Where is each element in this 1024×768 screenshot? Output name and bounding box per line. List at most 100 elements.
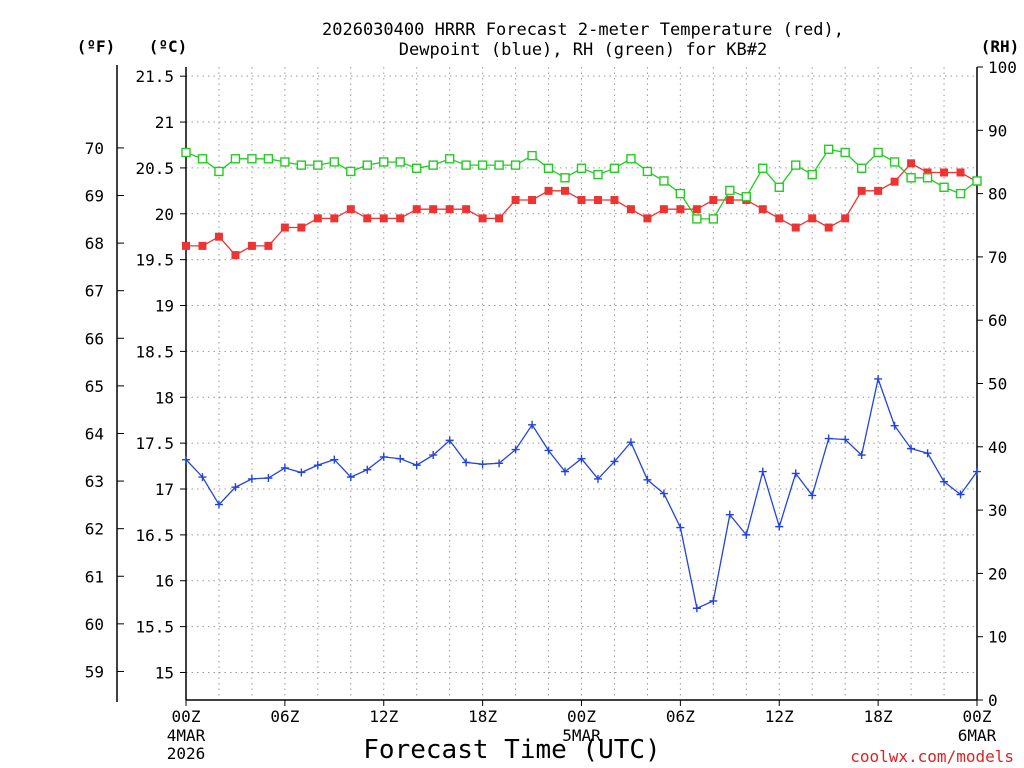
dewpoint-point: [676, 523, 685, 532]
rh-point: [412, 163, 422, 173]
temperature-point: [808, 214, 817, 223]
temperature-point: [577, 196, 586, 205]
temperature-point: [445, 205, 454, 214]
dewpoint-point: [495, 459, 504, 468]
temperature-point: [528, 196, 537, 205]
dewpoint-point: [280, 463, 289, 472]
y-tick-labels: 59 60 61 62 63 64 65 66 67 68 69 70 15 15.5 16 16.5 17 17…: [85, 58, 1017, 710]
rh-point: [626, 154, 636, 164]
dewpoint-point: [346, 473, 355, 482]
dewpoint-point: [758, 467, 767, 476]
rh-point: [708, 214, 719, 224]
rh-point: [494, 160, 504, 170]
rh-point: [725, 185, 735, 196]
fahrenheit-tick-label: 69: [85, 187, 104, 206]
rh-tick-label: 80: [988, 185, 1007, 204]
temperature-point: [511, 196, 520, 205]
dewpoint-point: [907, 444, 916, 453]
rh-axis-unit: (RH): [981, 37, 1020, 56]
rh-point: [922, 173, 933, 183]
dewpoint-point: [247, 474, 256, 483]
temperature-point: [247, 241, 256, 250]
time-tick-label: 00Z: [963, 707, 992, 726]
dewpoint-point: [890, 421, 899, 430]
fahrenheit-tick-label: 60: [85, 615, 104, 634]
dewpoint-point: [462, 458, 471, 467]
rh-point: [823, 144, 834, 154]
celsius-tick-label: 20: [155, 205, 174, 224]
rh-point: [939, 182, 949, 192]
temperature-point: [791, 223, 800, 232]
dewpoint-point: [396, 454, 405, 463]
temperature-point: [626, 205, 635, 214]
rh-point: [313, 160, 323, 170]
dewpoint-point: [264, 473, 273, 482]
rh-point: [774, 182, 784, 192]
temperature-point: [643, 214, 652, 223]
dewpoint-point: [923, 449, 932, 458]
temperature-point: [544, 186, 553, 195]
temperature-point: [495, 214, 504, 223]
date-tick-label: 4MAR: [167, 726, 206, 745]
dewpoint-point: [363, 465, 372, 474]
dewpoint-point: [874, 374, 883, 383]
temperature-point: [824, 223, 833, 232]
rh-point: [346, 166, 356, 177]
chart-title-line2: Dewpoint (blue), RH (green) for KB#2: [399, 40, 767, 60]
fahrenheit-tick-label: 67: [85, 282, 104, 301]
temperature-point: [676, 205, 685, 214]
rh-tick-label: 100: [988, 58, 1017, 77]
dewpoint-point: [725, 510, 734, 519]
dewpoint-point: [626, 438, 635, 447]
temperature-point: [214, 232, 223, 241]
dewpoint-point: [857, 451, 866, 460]
rh-point: [675, 188, 686, 199]
dewpoint-point: [330, 455, 339, 464]
dewpoint-point: [412, 461, 421, 470]
rh-point: [477, 160, 488, 170]
temperature-point: [857, 186, 866, 195]
dewpoint-point: [610, 457, 619, 466]
temperature-point: [462, 205, 471, 214]
rh-point: [972, 176, 982, 186]
rh-point: [659, 176, 669, 186]
dewpoint-point: [940, 477, 949, 486]
rh-point: [379, 157, 389, 167]
temperature-point: [182, 241, 190, 250]
rh-tick-label: 90: [988, 121, 1007, 140]
temperature-point: [478, 214, 487, 223]
temperature-point: [198, 241, 207, 250]
rh-point: [873, 147, 883, 158]
rh-point: [395, 157, 405, 167]
rh-point: [593, 169, 603, 180]
dewpoint-point: [709, 596, 718, 605]
rh-tick-label: 0: [988, 691, 998, 710]
temperature-point: [363, 214, 372, 223]
dewpoint-point: [956, 490, 965, 499]
temperature-point: [907, 159, 916, 168]
celsius-tick-label: 18: [155, 388, 174, 407]
rh-point: [510, 160, 521, 170]
time-tick-label: 18Z: [468, 707, 497, 726]
dewpoint-point: [643, 475, 652, 484]
dewpoint-point: [429, 451, 438, 460]
rh-tick-label: 40: [988, 438, 1007, 457]
rh-tick-label: 30: [988, 501, 1007, 520]
temperature-point: [429, 205, 438, 214]
celsius-tick-label: 21: [155, 113, 174, 132]
date-tick-label: 6MAR: [958, 726, 997, 745]
temperature-point: [610, 196, 619, 205]
temperature-point: [379, 214, 388, 223]
temperature-point: [561, 186, 570, 195]
temperature-point: [956, 168, 965, 177]
temperature-point: [396, 214, 405, 223]
rh-tick-label: 10: [988, 628, 1007, 647]
time-tick-label: 12Z: [369, 707, 398, 726]
celsius-tick-label: 15: [155, 663, 174, 682]
time-tick-label: 00Z: [172, 707, 201, 726]
rh-point: [791, 160, 801, 170]
fahrenheit-tick-label: 66: [85, 329, 104, 348]
rh-tick-label: 50: [988, 375, 1007, 394]
